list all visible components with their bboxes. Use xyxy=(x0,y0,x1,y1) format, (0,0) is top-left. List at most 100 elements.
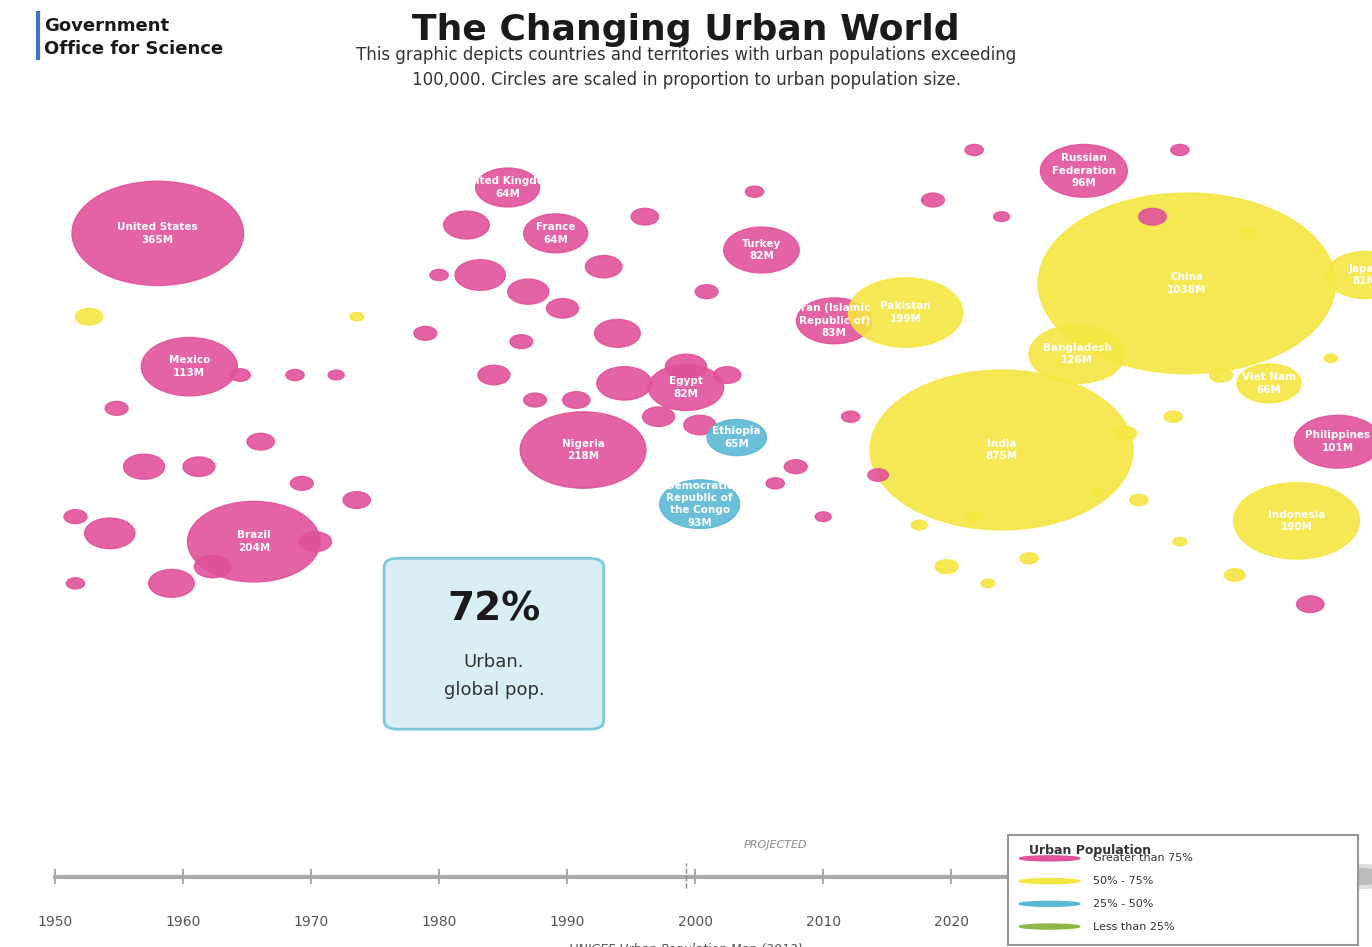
Text: Egypt
82M: Egypt 82M xyxy=(670,376,702,399)
Circle shape xyxy=(71,181,244,285)
Circle shape xyxy=(597,366,652,400)
Text: 72%: 72% xyxy=(447,591,541,629)
Circle shape xyxy=(524,393,546,407)
Circle shape xyxy=(815,511,831,522)
Circle shape xyxy=(106,402,128,416)
Circle shape xyxy=(1163,411,1183,422)
Circle shape xyxy=(1170,145,1190,155)
Circle shape xyxy=(75,309,103,325)
Circle shape xyxy=(182,457,215,476)
Text: Indonesia
190M: Indonesia 190M xyxy=(1268,509,1325,532)
Text: China
1038M: China 1038M xyxy=(1168,272,1206,295)
Circle shape xyxy=(936,560,958,574)
Text: United States
365M: United States 365M xyxy=(118,223,198,244)
Text: 2020: 2020 xyxy=(934,915,969,929)
Circle shape xyxy=(1114,426,1136,440)
Circle shape xyxy=(443,211,490,239)
Circle shape xyxy=(713,366,741,384)
Text: Urban Population: Urban Population xyxy=(1029,844,1151,857)
Circle shape xyxy=(520,412,646,489)
Circle shape xyxy=(1019,879,1080,884)
Text: Ethiopia
65M: Ethiopia 65M xyxy=(712,426,761,449)
Circle shape xyxy=(229,368,250,382)
Circle shape xyxy=(993,212,1010,222)
Circle shape xyxy=(456,259,505,291)
Circle shape xyxy=(922,193,944,207)
Circle shape xyxy=(477,366,510,384)
Text: Iran (Islamic
Republic of)
83M: Iran (Islamic Republic of) 83M xyxy=(797,303,871,338)
Circle shape xyxy=(1019,856,1080,861)
Text: Pakistan
199M: Pakistan 199M xyxy=(881,301,930,324)
Text: Brazil
204M: Brazil 204M xyxy=(237,530,270,553)
Text: United Kingdom
64M: United Kingdom 64M xyxy=(460,176,556,199)
Circle shape xyxy=(642,407,675,426)
Circle shape xyxy=(1239,228,1258,239)
Text: PROJECTED: PROJECTED xyxy=(744,840,807,849)
FancyBboxPatch shape xyxy=(1008,835,1358,945)
Text: Japan
81M: Japan 81M xyxy=(1349,264,1372,286)
Text: UNICEF Urban Population Map (2012): UNICEF Urban Population Map (2012) xyxy=(569,943,803,947)
Circle shape xyxy=(594,319,641,348)
Text: 1970: 1970 xyxy=(294,915,329,929)
Circle shape xyxy=(64,509,86,524)
Circle shape xyxy=(981,580,995,587)
Text: Nigeria
218M: Nigeria 218M xyxy=(561,438,605,461)
Text: 1980: 1980 xyxy=(421,915,457,929)
Circle shape xyxy=(1019,553,1039,563)
Circle shape xyxy=(1224,569,1246,581)
Circle shape xyxy=(1238,364,1301,402)
Circle shape xyxy=(965,511,984,522)
Circle shape xyxy=(195,556,230,578)
Circle shape xyxy=(1019,924,1080,929)
Circle shape xyxy=(285,369,305,381)
Circle shape xyxy=(1139,208,1166,225)
Circle shape xyxy=(848,277,963,348)
Circle shape xyxy=(524,214,587,253)
Circle shape xyxy=(586,256,622,277)
Text: Viet Nam
66M: Viet Nam 66M xyxy=(1242,372,1297,395)
Text: France
64M: France 64M xyxy=(536,223,575,244)
Text: Turkey
82M: Turkey 82M xyxy=(742,239,781,261)
Circle shape xyxy=(1159,867,1372,886)
Text: 2050: 2050 xyxy=(1249,910,1317,934)
Circle shape xyxy=(1091,488,1104,496)
Circle shape xyxy=(796,298,873,344)
Circle shape xyxy=(785,459,807,474)
Circle shape xyxy=(1019,902,1080,906)
Circle shape xyxy=(665,354,707,379)
Circle shape xyxy=(870,370,1133,530)
Text: 1990: 1990 xyxy=(549,915,584,929)
Circle shape xyxy=(911,520,927,530)
Text: Government
Office for Science: Government Office for Science xyxy=(44,17,224,59)
Circle shape xyxy=(476,168,539,207)
Text: Philippines
101M: Philippines 101M xyxy=(1305,431,1371,453)
Circle shape xyxy=(660,480,740,528)
Circle shape xyxy=(648,365,724,410)
Circle shape xyxy=(148,569,195,598)
Circle shape xyxy=(508,279,549,304)
Circle shape xyxy=(141,337,237,396)
Circle shape xyxy=(350,313,364,321)
Text: 2040: 2040 xyxy=(1190,915,1225,929)
Circle shape xyxy=(1029,325,1125,384)
Text: 25% - 50%: 25% - 50% xyxy=(1093,899,1154,909)
Circle shape xyxy=(707,420,767,456)
Circle shape xyxy=(563,392,590,408)
Circle shape xyxy=(868,469,889,481)
Text: The Changing Urban World: The Changing Urban World xyxy=(412,12,960,46)
Circle shape xyxy=(546,298,579,318)
Text: Urban.: Urban. xyxy=(464,653,524,671)
Circle shape xyxy=(766,478,785,489)
Text: 2010: 2010 xyxy=(805,915,841,929)
Text: Mexico
113M: Mexico 113M xyxy=(169,355,210,378)
Circle shape xyxy=(1040,145,1128,197)
Circle shape xyxy=(683,416,716,435)
Circle shape xyxy=(1297,596,1324,613)
Text: This graphic depicts countries and territories with urban populations exceeding
: This graphic depicts countries and terri… xyxy=(355,45,1017,89)
Text: Russian
Federation
96M: Russian Federation 96M xyxy=(1052,153,1115,188)
Text: Bangladesh
126M: Bangladesh 126M xyxy=(1043,343,1111,366)
Circle shape xyxy=(841,411,860,422)
Circle shape xyxy=(1327,251,1372,298)
Text: 1950: 1950 xyxy=(37,915,73,929)
Circle shape xyxy=(299,532,332,551)
